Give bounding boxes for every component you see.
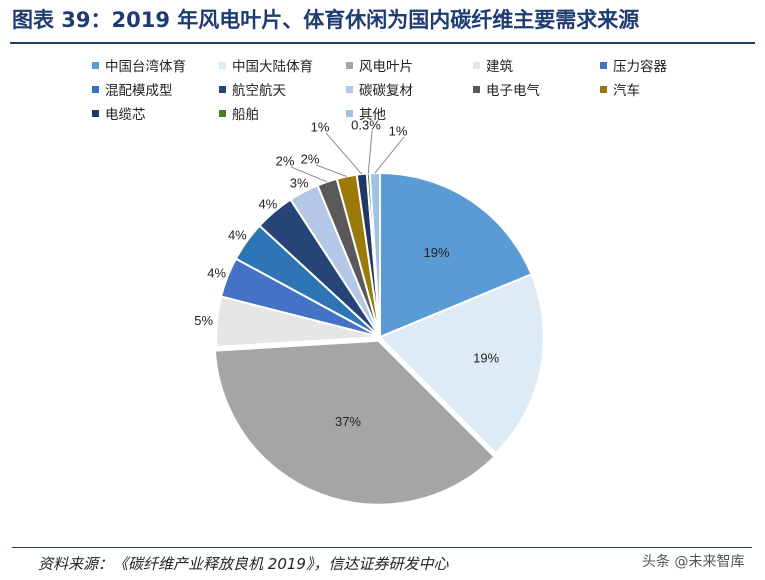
source-note: 资料来源：《碳纤维产业释放良机 2019》，信达证券研发中心 bbox=[38, 555, 449, 573]
leader-line bbox=[367, 130, 373, 174]
legend-swatch bbox=[219, 62, 226, 69]
legend-label: 其他 bbox=[359, 107, 386, 123]
legend-label: 中国大陆体育 bbox=[232, 59, 313, 75]
legend-swatch bbox=[92, 110, 99, 117]
leader-line bbox=[290, 166, 328, 183]
legend-item: 中国台湾体育 bbox=[92, 58, 186, 76]
pie-slice bbox=[213, 339, 496, 506]
legend-swatch bbox=[346, 86, 353, 93]
legend-item: 电缆芯 bbox=[92, 106, 146, 124]
legend-label: 船舶 bbox=[232, 107, 259, 123]
watermark: 头条 @未来智库 bbox=[642, 554, 745, 570]
legend-swatch bbox=[346, 62, 353, 69]
leader-line bbox=[315, 164, 347, 177]
data-label: 1% bbox=[389, 123, 408, 138]
legend-swatch bbox=[92, 86, 99, 93]
legend-label: 电子电气 bbox=[486, 83, 540, 99]
legend-item: 压力容器 bbox=[600, 58, 667, 76]
leader-line bbox=[325, 132, 363, 175]
legend-item: 建筑 bbox=[473, 58, 513, 76]
data-label: 4% bbox=[258, 197, 277, 212]
legend-item: 混配模成型 bbox=[92, 82, 173, 100]
data-label: 0.3% bbox=[351, 117, 381, 132]
legend-swatch bbox=[219, 86, 226, 93]
legend-item: 电子电气 bbox=[473, 82, 540, 100]
title-divider bbox=[10, 42, 755, 44]
data-label: 4% bbox=[228, 227, 247, 242]
legend-label: 压力容器 bbox=[613, 59, 667, 75]
data-label: 1% bbox=[311, 119, 330, 134]
chart-title: 图表 39：2019 年风电叶片、体育休闲为国内碳纤维主要需求来源 bbox=[12, 8, 640, 32]
legend-item: 中国大陆体育 bbox=[219, 58, 313, 76]
legend-label: 汽车 bbox=[613, 83, 640, 99]
legend-label: 碳碳复材 bbox=[359, 83, 413, 99]
legend-label: 建筑 bbox=[486, 59, 513, 75]
legend-swatch bbox=[473, 62, 480, 69]
pie-slice bbox=[378, 272, 545, 455]
data-label: 19% bbox=[423, 245, 449, 260]
legend-label: 电缆芯 bbox=[105, 107, 146, 123]
data-label: 2% bbox=[276, 153, 295, 168]
legend-item: 风电叶片 bbox=[346, 58, 413, 76]
data-label: 4% bbox=[207, 265, 226, 280]
legend-swatch bbox=[473, 86, 480, 93]
data-label: 19% bbox=[473, 351, 499, 366]
pie-slice bbox=[379, 171, 533, 339]
legend-label: 航空航天 bbox=[232, 83, 286, 99]
legend-label: 风电叶片 bbox=[359, 59, 413, 75]
legend-item: 船舶 bbox=[219, 106, 259, 124]
legend-item: 其他 bbox=[346, 106, 386, 124]
data-label: 5% bbox=[194, 313, 213, 328]
legend-swatch bbox=[600, 62, 607, 69]
legend-swatch bbox=[92, 62, 99, 69]
legend-item: 航空航天 bbox=[219, 82, 286, 100]
source-divider bbox=[12, 547, 752, 548]
legend-label: 混配模成型 bbox=[105, 83, 173, 99]
data-label: 37% bbox=[335, 414, 361, 429]
leader-line bbox=[374, 136, 405, 174]
legend-item: 汽车 bbox=[600, 82, 640, 100]
legend-swatch bbox=[219, 110, 226, 117]
legend-swatch bbox=[346, 110, 353, 117]
data-label: 2% bbox=[301, 151, 320, 166]
data-label: 3% bbox=[290, 176, 309, 191]
legend-item: 碳碳复材 bbox=[346, 82, 413, 100]
legend-label: 中国台湾体育 bbox=[105, 59, 186, 75]
legend-swatch bbox=[600, 86, 607, 93]
